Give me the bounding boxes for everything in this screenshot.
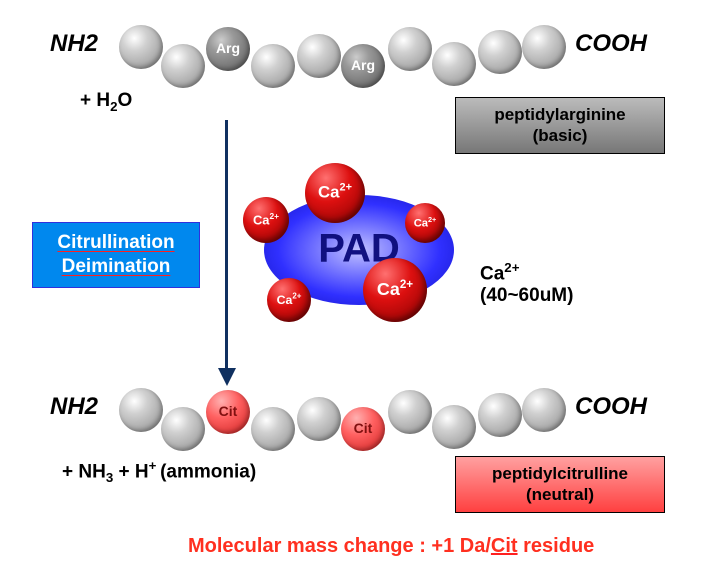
peptide-bead <box>251 407 295 451</box>
ca-ion-label: Ca2+ <box>405 215 445 230</box>
cooh-top-terminus: COOH <box>575 30 647 58</box>
peptide-bead <box>297 34 341 78</box>
bead-label: Arg <box>206 40 250 56</box>
process-line2: Deimination <box>62 256 171 277</box>
peptide-bead <box>251 44 295 88</box>
molecular-mass-note: Molecular mass change : +1 Da/Cit residu… <box>188 535 594 558</box>
calcium-ion: Ca2+ <box>405 203 445 243</box>
calcium-ion: Ca2+ <box>267 278 311 322</box>
peptide-bead <box>388 27 432 71</box>
reaction-arrow-line <box>225 120 228 370</box>
ca-ion-label: Ca2+ <box>363 278 427 300</box>
calcium-ion: Ca2+ <box>243 197 289 243</box>
peptide-bead <box>119 388 163 432</box>
calcium-ion: Ca2+ <box>305 163 365 223</box>
mm-post: residue <box>518 535 595 557</box>
mm-u: Cit <box>491 535 518 557</box>
ca-concentration: Ca2+(40~60uM) <box>480 260 573 307</box>
peptide-bead <box>432 405 476 449</box>
mm-pre: Molecular mass change : +1 Da/ <box>188 535 491 557</box>
box-line2: (basic) <box>533 126 588 145</box>
peptide-bead: Arg <box>206 27 250 71</box>
peptide-bead <box>432 42 476 86</box>
box2-line1: peptidylcitrulline <box>492 464 628 483</box>
byproduct-label: + NH3 + H+ (ammonia) <box>62 458 256 485</box>
bead-label: Cit <box>341 420 385 436</box>
peptide-bead: Cit <box>341 407 385 451</box>
peptide-bead <box>522 388 566 432</box>
calcium-ion: Ca2+ <box>363 258 427 322</box>
nh2-bottom-terminus: NH2 <box>50 393 98 421</box>
process-line1: Citrullination <box>57 232 174 253</box>
ca-ion-label: Ca2+ <box>243 211 289 227</box>
box2-line2: (neutral) <box>526 485 594 504</box>
peptide-bead <box>161 44 205 88</box>
peptide-bead <box>478 30 522 74</box>
ca-ion-label: Ca2+ <box>305 182 365 203</box>
nh2-top-terminus: NH2 <box>50 30 98 58</box>
reactant-label: + H2O <box>80 90 132 114</box>
box-line1: peptidylarginine <box>494 105 625 124</box>
cooh-bottom-terminus: COOH <box>575 393 647 421</box>
peptide-bead <box>478 393 522 437</box>
peptidylarginine-box: peptidylarginine (basic) <box>455 97 665 154</box>
peptide-bead: Cit <box>206 390 250 434</box>
peptide-bead <box>161 407 205 451</box>
peptidylcitrulline-box: peptidylcitrulline (neutral) <box>455 456 665 513</box>
reaction-arrow-head <box>218 368 236 386</box>
ca-ion-label: Ca2+ <box>267 292 311 307</box>
citrullination-box: Citrullination Deimination <box>32 222 200 288</box>
peptide-bead <box>297 397 341 441</box>
ca-conc-value: (40~60uM) <box>480 285 573 306</box>
peptide-bead <box>522 25 566 69</box>
bead-label: Arg <box>341 57 385 73</box>
peptide-bead <box>119 25 163 69</box>
peptide-bead: Arg <box>341 44 385 88</box>
peptide-bead <box>388 390 432 434</box>
bead-label: Cit <box>206 403 250 419</box>
